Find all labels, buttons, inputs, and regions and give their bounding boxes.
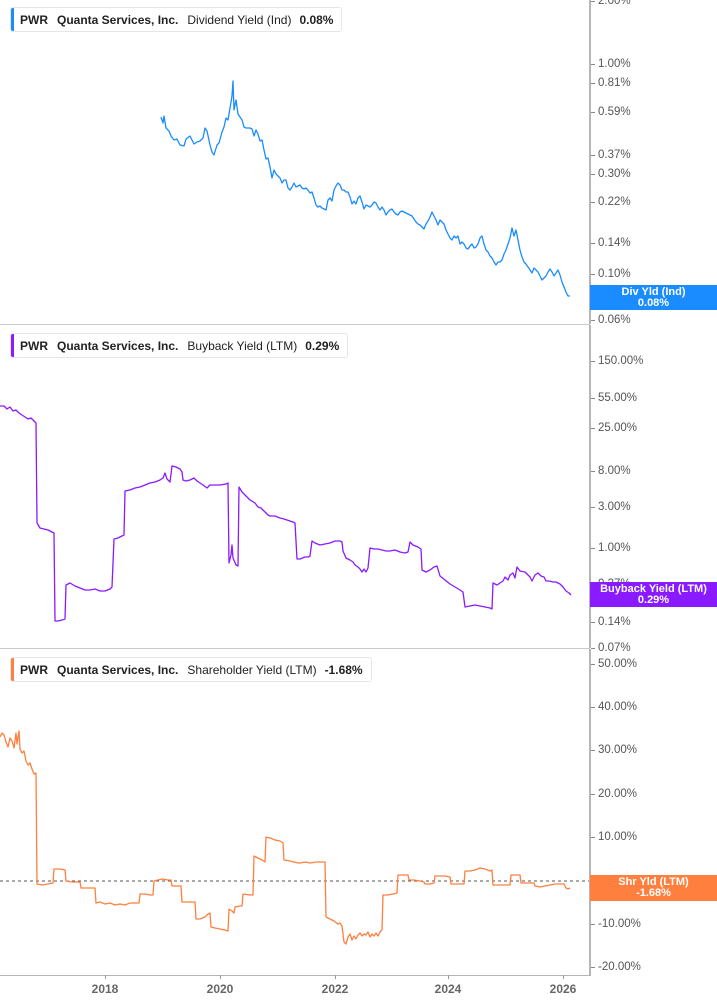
- y-axis: [589, 649, 591, 976]
- buyback-yield-line-plot: [0, 405, 572, 622]
- metric-value: 0.08%: [299, 12, 334, 27]
- buyback-yield-legend[interactable]: PWR Quanta Services, Inc. Buyback Yield …: [10, 333, 349, 358]
- shareholder-yield-legend[interactable]: PWR Quanta Services, Inc. Shareholder Yi…: [10, 657, 372, 682]
- tag-label: Shr Yld (LTM): [618, 876, 689, 888]
- y-tick-label: 50.00%: [598, 658, 638, 670]
- dividend-yield-pane: PWR Quanta Services, Inc. Dividend Yield…: [0, 0, 717, 326]
- ticker-label: PWR: [20, 662, 48, 677]
- x-axis-line: [0, 975, 590, 976]
- ticker-label: PWR: [20, 338, 48, 353]
- y-axis: [589, 0, 591, 324]
- y-tick-label: 8.00%: [598, 465, 631, 477]
- x-tick-label: 2022: [321, 982, 349, 996]
- company-name: Quanta Services, Inc.: [57, 662, 179, 677]
- x-tick-label: 2024: [434, 982, 462, 996]
- buyback-yield-value-tag: Buyback Yield (LTM) 0.29%: [590, 582, 717, 607]
- ticker-label: PWR: [20, 12, 48, 27]
- y-tick-label: 0.22%: [598, 196, 631, 208]
- y-tick-label: 25.00%: [598, 422, 638, 434]
- y-tick-label: 0.59%: [598, 106, 631, 118]
- y-tick-label: 0.14%: [598, 237, 631, 249]
- tag-value: -1.68%: [636, 887, 671, 899]
- y-tick-label: 40.00%: [598, 701, 638, 713]
- series-color-bar: [11, 8, 14, 31]
- company-name: Quanta Services, Inc.: [57, 338, 179, 353]
- buyback-yield-pane: PWR Quanta Services, Inc. Buyback Yield …: [0, 325, 717, 654]
- series-color-bar: [11, 658, 14, 681]
- x-tick-label: 2026: [549, 982, 577, 996]
- y-tick-label: 0.07%: [598, 642, 631, 654]
- tag-value: 0.29%: [637, 594, 670, 606]
- tag-value: 0.08%: [637, 297, 670, 309]
- y-tick-label: 0.06%: [598, 314, 631, 326]
- y-tick-label: 1.00%: [598, 58, 631, 70]
- x-tick-label: 2018: [91, 982, 119, 996]
- y-tick-label: 0.10%: [598, 268, 631, 280]
- metric-name: Buyback Yield (LTM): [187, 338, 298, 353]
- y-tick-label: -20.00%: [598, 961, 641, 973]
- y-tick-label: 0.81%: [598, 77, 631, 89]
- pane-divider[interactable]: [0, 324, 590, 325]
- metric-name: Shareholder Yield (LTM): [187, 662, 317, 677]
- series-color-bar: [11, 334, 14, 357]
- dividend-yield-legend[interactable]: PWR Quanta Services, Inc. Dividend Yield…: [10, 7, 343, 32]
- y-tick-label: 3.00%: [598, 501, 631, 513]
- x-tick-label: 2020: [206, 982, 234, 996]
- y-tick-label: 1.00%: [598, 542, 631, 554]
- y-tick-label: 20.00%: [598, 788, 638, 800]
- y-tick-label: 10.00%: [598, 831, 638, 843]
- y-axis: [589, 325, 591, 648]
- y-tick-label: 2.00%: [598, 0, 631, 7]
- tag-label: Div Yld (Ind): [621, 286, 686, 298]
- pane-divider[interactable]: [0, 648, 590, 649]
- y-tick-label: 0.14%: [598, 616, 631, 628]
- y-tick-label: -10.00%: [598, 918, 641, 930]
- metric-name: Dividend Yield (Ind): [187, 12, 292, 27]
- dividend-yield-line-plot: [160, 80, 570, 297]
- shareholder-yield-line-plot: [0, 730, 590, 945]
- y-tick-label: 30.00%: [598, 744, 638, 756]
- shareholder-yield-value-tag: Shr Yld (LTM) -1.68%: [590, 875, 717, 901]
- metric-value: -1.68%: [324, 662, 363, 677]
- y-tick-label: 55.00%: [598, 392, 638, 404]
- dividend-yield-value-tag: Div Yld (Ind) 0.08%: [590, 285, 717, 310]
- y-tick-label: 0.30%: [598, 168, 631, 180]
- metric-value: 0.29%: [305, 338, 340, 353]
- y-tick-label: 150.00%: [598, 355, 644, 367]
- y-tick-label: 0.37%: [598, 149, 631, 161]
- company-name: Quanta Services, Inc.: [57, 12, 179, 27]
- shareholder-yield-pane: PWR Quanta Services, Inc. Shareholder Yi…: [0, 649, 717, 976]
- tag-label: Buyback Yield (LTM): [600, 583, 707, 595]
